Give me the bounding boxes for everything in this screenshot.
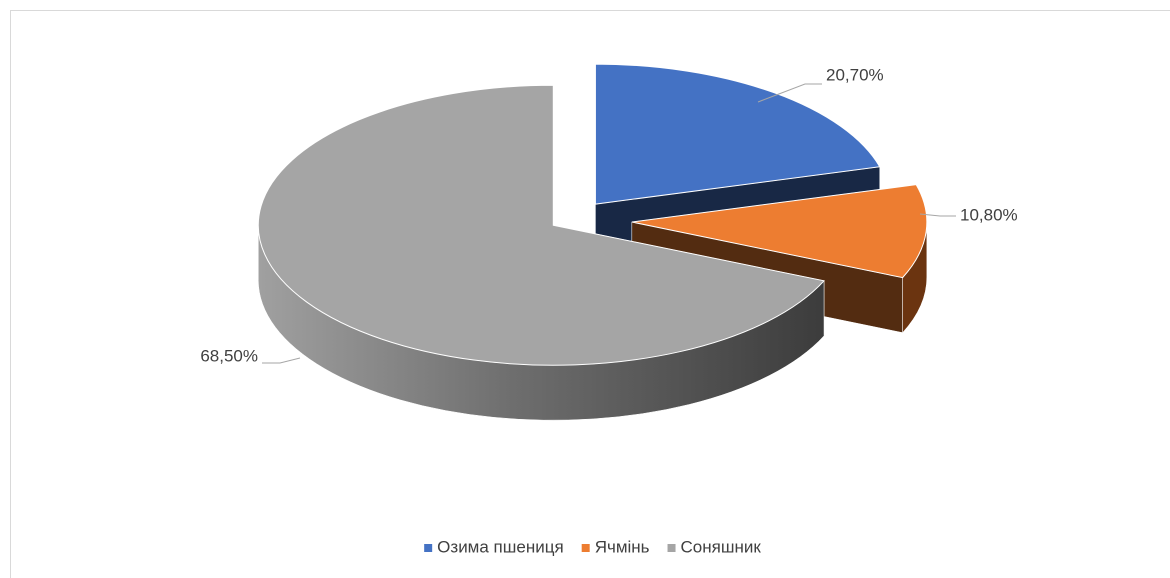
legend-label: Ячмінь [595, 537, 650, 556]
slice [594, 63, 881, 205]
data-label: 10,80% [960, 205, 1018, 224]
legend-swatch [667, 544, 676, 552]
leader-line [262, 357, 301, 364]
legend-swatch [424, 544, 433, 552]
legend-label: Озима пшениця [437, 537, 564, 556]
leader-line [919, 213, 956, 217]
leader-line [757, 83, 822, 103]
data-label: 68,50% [200, 346, 258, 365]
legend-label: Соняшник [681, 537, 762, 556]
slice [257, 84, 825, 366]
chart-border [10, 10, 1170, 578]
data-label: 20,70% [826, 65, 884, 84]
slice [631, 184, 928, 279]
legend-swatch [581, 544, 590, 552]
